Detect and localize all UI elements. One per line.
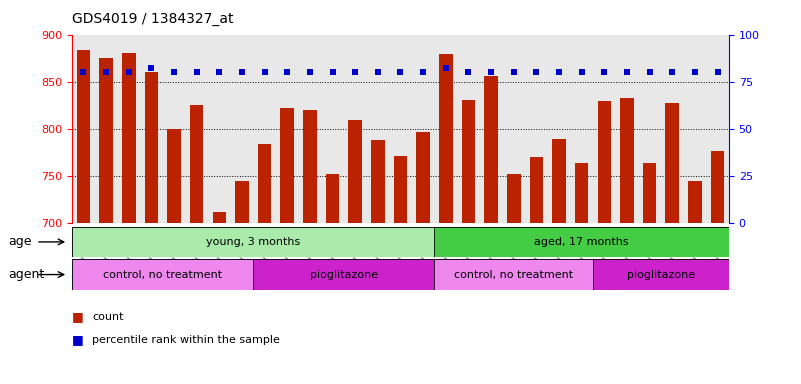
Point [123,69,135,75]
Text: control, no treatment: control, no treatment [103,270,222,280]
Point [666,69,678,75]
Text: count: count [92,312,123,322]
FancyBboxPatch shape [434,227,729,257]
Bar [235,181,249,223]
FancyBboxPatch shape [72,259,253,290]
Point [575,69,588,75]
Text: young, 3 months: young, 3 months [206,237,300,247]
Text: ■: ■ [72,310,84,323]
Bar [620,98,634,223]
Bar [710,151,724,223]
Bar [439,54,453,223]
FancyBboxPatch shape [434,259,593,290]
Bar [326,174,340,223]
Point [417,69,429,75]
Bar [99,58,113,223]
Bar [190,105,203,223]
Bar [666,103,679,223]
Bar [280,108,294,223]
Bar [167,129,181,223]
Bar [212,212,226,223]
Text: GDS4019 / 1384327_at: GDS4019 / 1384327_at [72,12,234,25]
Point [235,69,248,75]
Bar [77,50,91,223]
Bar [144,72,158,223]
Text: pioglitazone: pioglitazone [627,270,695,280]
Point [485,69,497,75]
Bar [575,162,589,223]
Bar [688,181,702,223]
Text: agent: agent [8,268,44,281]
Bar [507,174,521,223]
Point [440,65,453,71]
Point [394,69,407,75]
Text: aged, 17 months: aged, 17 months [534,237,629,247]
Point [621,69,634,75]
Point [372,69,384,75]
Text: age: age [8,235,31,248]
Bar [394,156,407,223]
Bar [371,140,384,223]
Point [77,69,90,75]
Point [530,69,543,75]
Bar [303,110,316,223]
Text: percentile rank within the sample: percentile rank within the sample [92,335,280,345]
Bar [122,53,135,223]
Bar [643,164,657,223]
Bar [258,144,272,223]
Point [326,69,339,75]
FancyBboxPatch shape [253,259,434,290]
Point [462,69,475,75]
Point [689,69,702,75]
Point [145,65,158,71]
FancyBboxPatch shape [72,227,434,257]
Bar [529,157,543,223]
Point [711,69,724,75]
FancyBboxPatch shape [593,259,729,290]
Point [281,69,294,75]
Point [507,69,520,75]
Bar [552,139,566,223]
Bar [485,76,498,223]
Point [258,69,271,75]
Point [99,69,112,75]
Point [348,69,361,75]
Text: ■: ■ [72,333,84,346]
Bar [348,120,362,223]
Point [304,69,316,75]
Point [191,69,203,75]
Bar [461,101,475,223]
Point [643,69,656,75]
Point [553,69,566,75]
Point [213,69,226,75]
Bar [417,132,430,223]
Point [598,69,610,75]
Text: control, no treatment: control, no treatment [454,270,574,280]
Point [167,69,180,75]
Text: pioglitazone: pioglitazone [310,270,378,280]
Bar [598,101,611,223]
